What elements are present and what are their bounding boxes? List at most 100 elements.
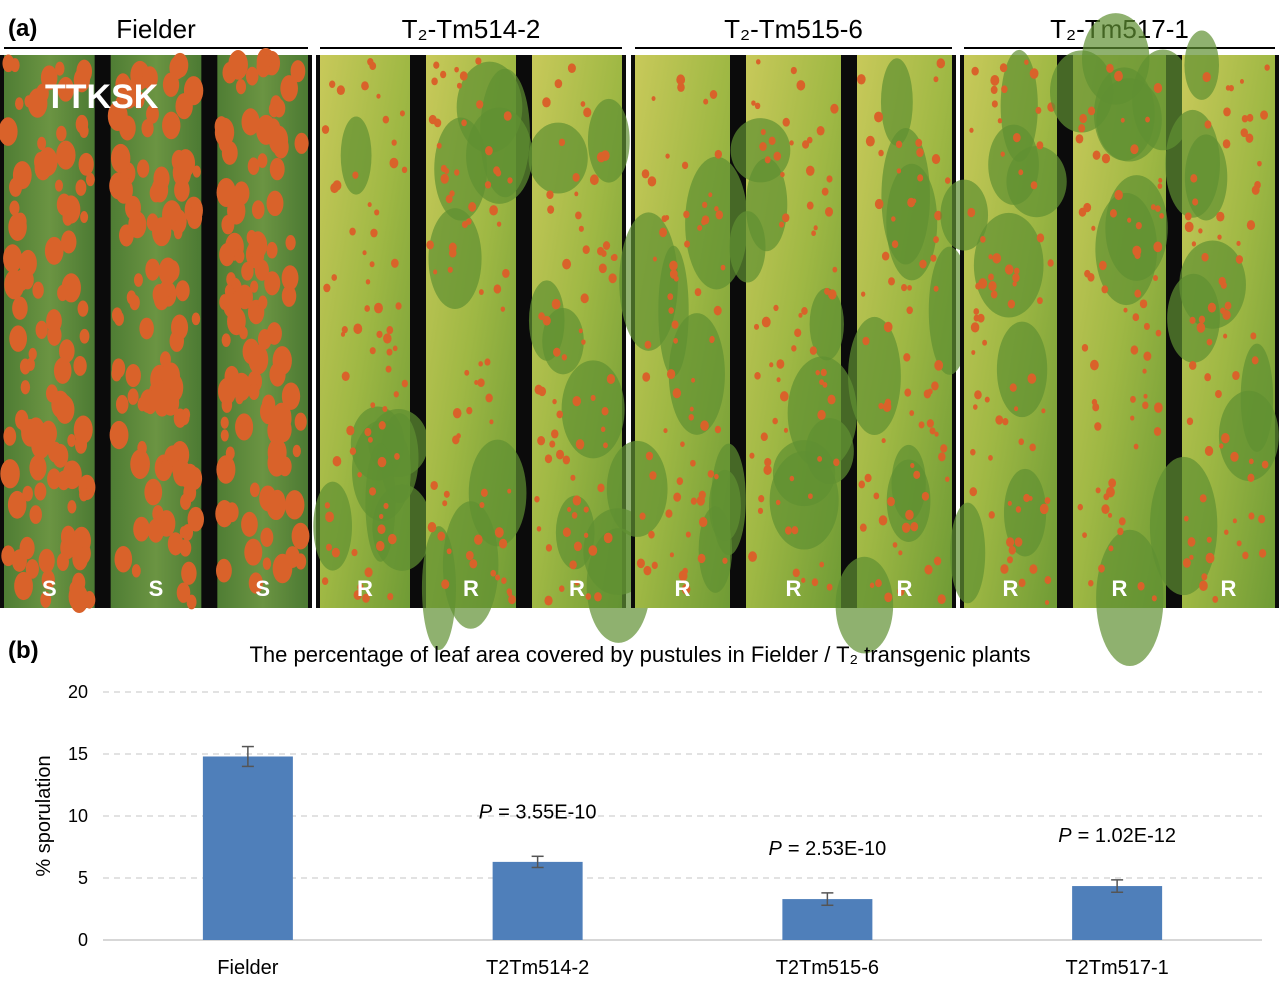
pustule [1246,220,1256,231]
pustule [153,166,170,191]
pustule [714,473,719,480]
pustule [175,280,190,302]
pustule [466,218,472,225]
pustule [1206,536,1212,543]
pustule [969,127,974,133]
pustule [1153,82,1163,94]
pustule [887,496,895,507]
pustule [386,348,393,356]
pustule [1157,183,1163,189]
pustule [390,258,399,268]
pustule [75,179,87,196]
pustule [896,168,902,174]
pustule [186,594,197,610]
green-patch [1006,146,1067,218]
pustule [714,425,722,434]
pustule [341,371,350,382]
pustule [111,358,126,379]
pustule [294,412,307,431]
pustule [690,459,696,467]
pustule [722,557,728,564]
pustule [1012,273,1020,283]
pustule [1013,406,1019,412]
pustule [573,541,582,552]
pustule [915,138,923,147]
pustule [700,420,709,431]
pustule [341,326,348,334]
p-text: = 1.02E-12 [1078,825,1176,847]
pustule [57,284,68,302]
pustule [709,90,718,99]
pustule [603,532,613,544]
pustule [383,502,389,510]
pustule [137,159,150,178]
pustule [393,391,399,398]
pustule [279,409,292,429]
pustule [234,249,245,264]
pustule [859,523,867,532]
pustule [990,74,1000,86]
pustule [40,65,58,91]
pustule [1012,281,1017,287]
pustule [464,369,470,376]
pustule [433,61,440,69]
pustule [445,194,453,204]
pustule [7,490,27,519]
pustule [12,161,32,190]
pustule [789,475,795,482]
pustule [971,66,979,76]
pustule [3,244,22,273]
pustule [603,442,608,449]
pustule [22,485,33,502]
pustule [659,227,668,238]
pustule [242,338,260,365]
pustule [85,172,95,187]
pustule [117,76,133,101]
pustule [574,191,579,197]
pustule [369,61,377,71]
pustule [808,493,813,500]
pustule [714,206,719,212]
pustule [811,230,816,237]
pustule [1190,174,1198,183]
pustule [427,522,437,533]
pustule [401,379,408,388]
pustule [1204,445,1214,456]
pustule [129,294,140,311]
pustule [881,251,890,261]
pustule [676,74,686,85]
pustule [984,396,990,403]
pustule [1098,260,1107,271]
pustule [862,336,870,346]
pustule [544,595,553,606]
pustule [1247,473,1255,483]
pustule [496,221,502,227]
pustule [688,414,694,421]
pustule [1219,443,1224,449]
pustule [1257,160,1262,167]
pustule [574,579,580,586]
pustule [801,577,806,583]
pustule [930,254,937,262]
pustule [1201,252,1209,262]
green-patch [1149,456,1218,596]
pustule [929,427,936,435]
pustule [757,507,764,514]
pustule [978,278,988,289]
pustule [873,492,880,500]
pustule [578,328,583,334]
bar [202,756,293,940]
pustule [1087,106,1096,116]
pustule [819,379,824,386]
pustule [507,591,513,597]
x-tick-label: Fielder [217,957,278,979]
green-patch [769,451,839,550]
pustule [216,455,236,484]
pustule [581,339,586,345]
pustule [809,346,817,355]
pustule [1258,548,1267,558]
pustule [651,96,656,101]
pustule [665,509,673,518]
pustule [636,558,645,569]
pustule [1035,106,1042,114]
